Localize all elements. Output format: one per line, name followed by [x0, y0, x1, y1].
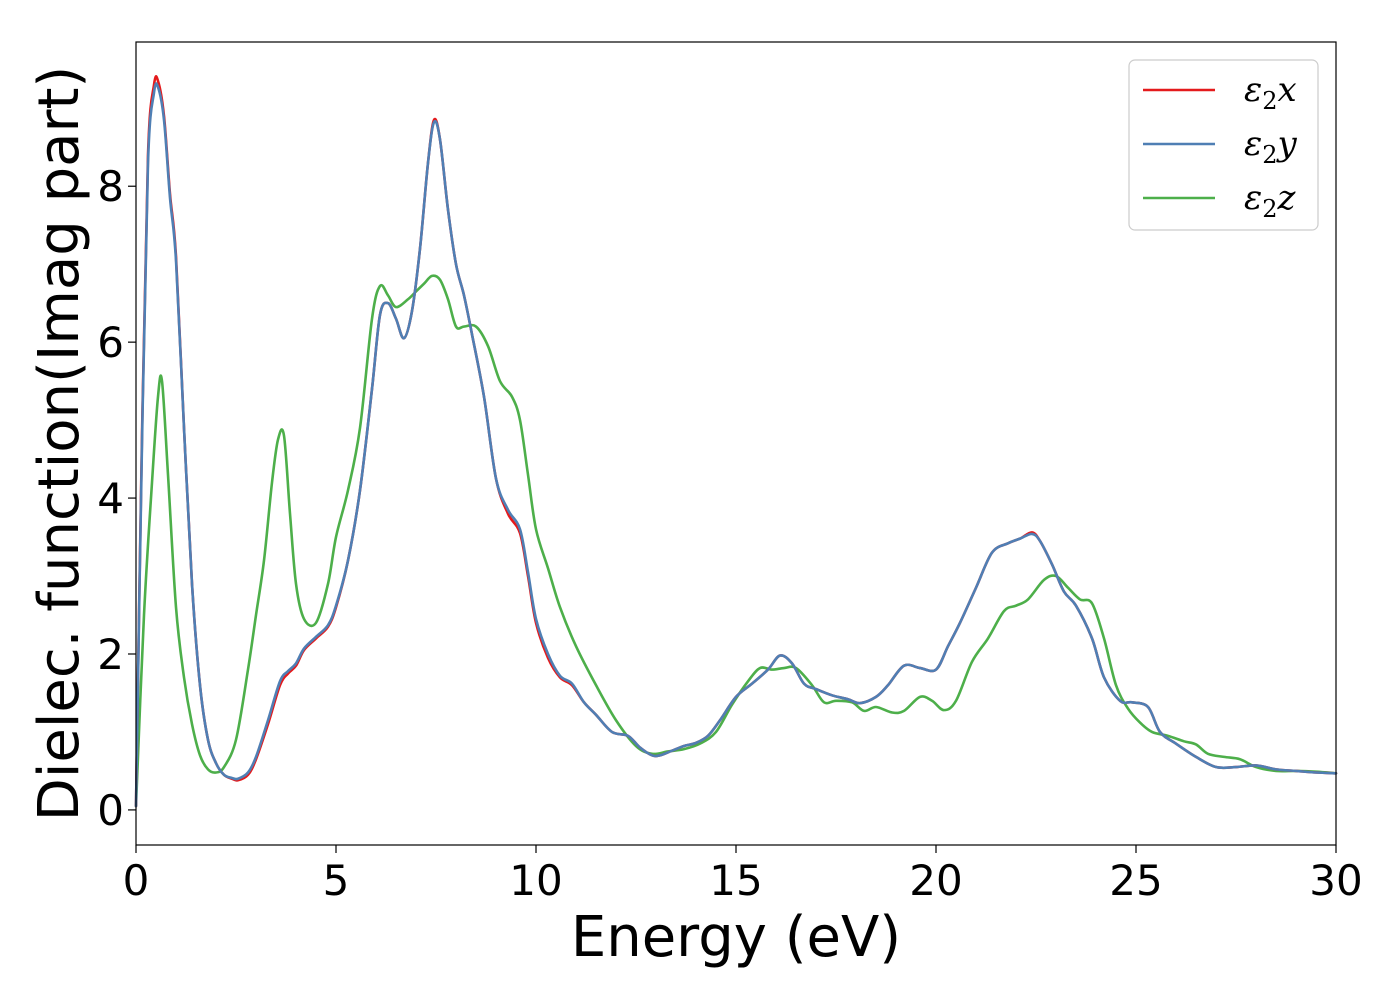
legend: ε2x ε2y ε2z [1128, 59, 1319, 231]
y-axis-title: Dielec. function(Imag part) [27, 66, 92, 822]
y-tick-label: 6 [97, 318, 124, 367]
x-axis-title: Energy (eV) [571, 905, 901, 970]
legend-label-z: ε2z [1244, 178, 1297, 223]
x-tick-label: 25 [1109, 856, 1162, 905]
x-tick-label: 5 [323, 856, 350, 905]
y-tick-label: 0 [97, 786, 124, 835]
x-tick-label: 15 [709, 856, 762, 905]
x-tick-label: 20 [909, 856, 962, 905]
tick-layer: 0 5 10 15 20 25 30 0 2 4 6 8 [97, 162, 1362, 905]
y-tick-label: 8 [97, 162, 124, 211]
y-tick-label: 4 [97, 474, 124, 523]
legend-box [1128, 59, 1319, 231]
x-tick-label: 0 [123, 856, 150, 905]
x-tick-label: 10 [509, 856, 562, 905]
legend-label-x: ε2x [1244, 70, 1297, 115]
series-layer [134, 75, 1338, 808]
series-line-z [134, 274, 1338, 808]
y-tick-label: 2 [97, 630, 124, 679]
x-tick-label: 30 [1309, 856, 1362, 905]
series-line-y [134, 82, 1338, 808]
legend-label-y: ε2y [1244, 124, 1298, 169]
